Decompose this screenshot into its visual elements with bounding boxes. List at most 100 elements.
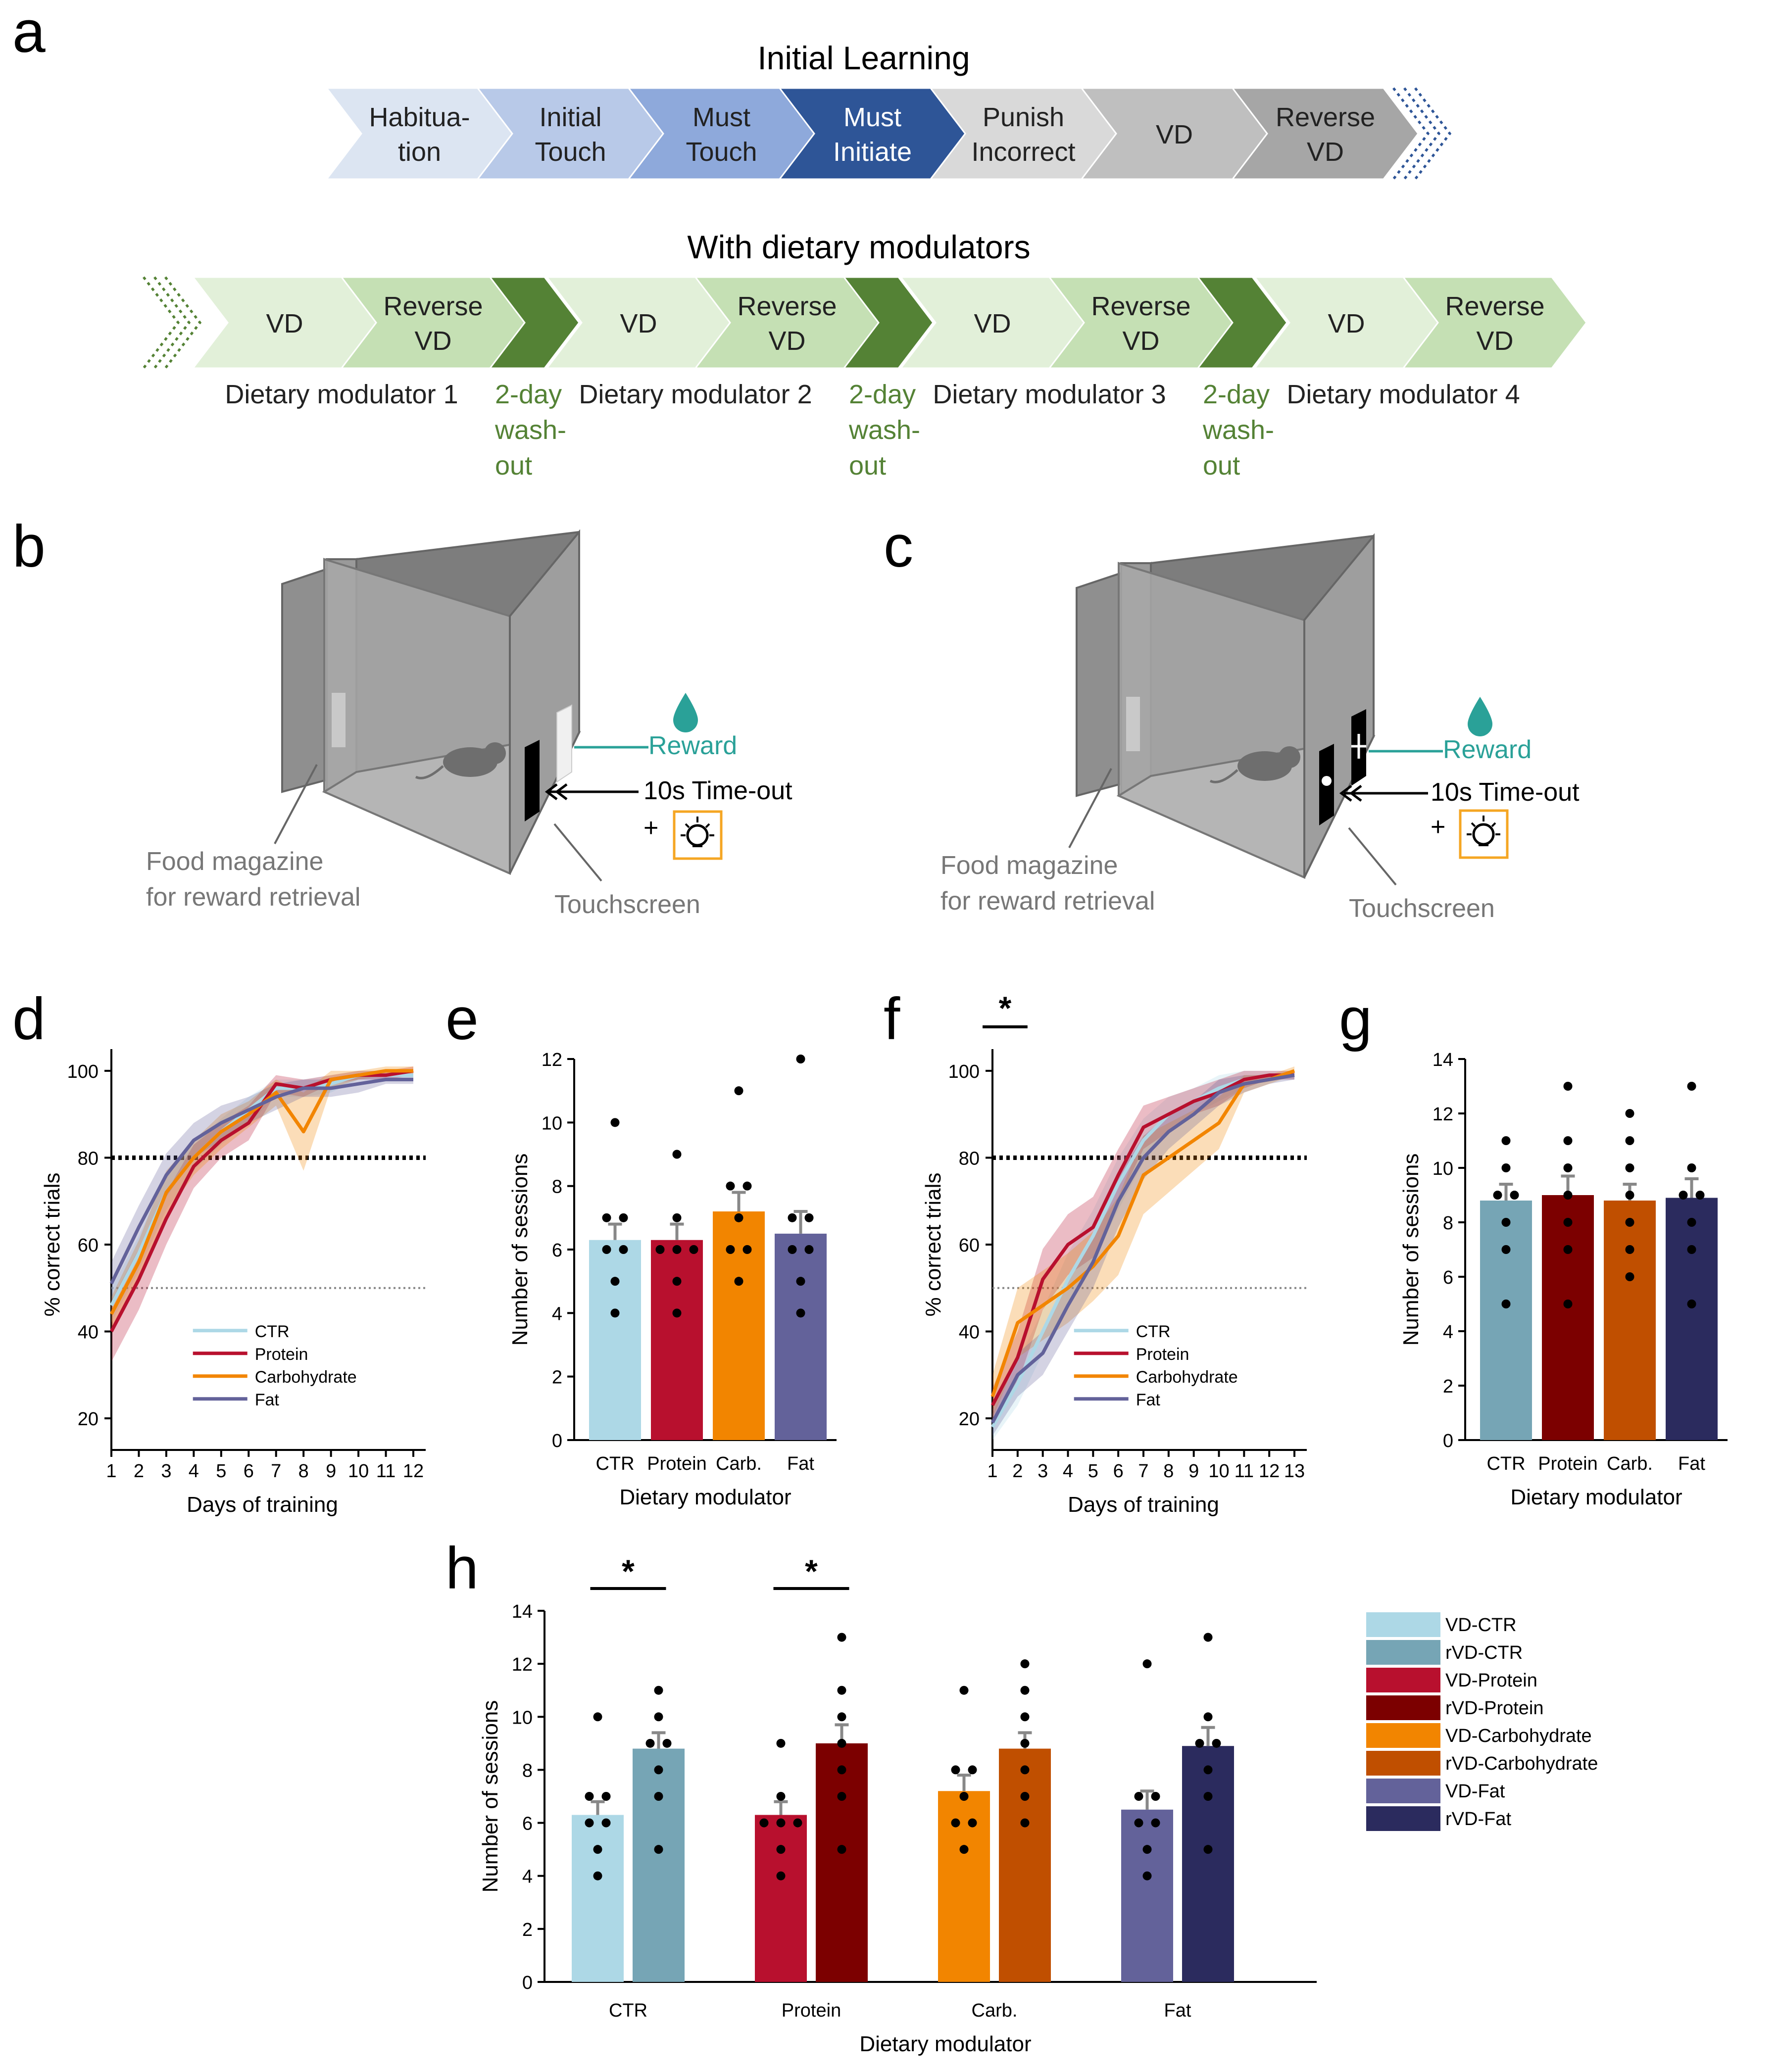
bar-vd-carb (938, 1791, 990, 1982)
bar-carb (713, 1211, 765, 1440)
data-point (645, 1738, 655, 1748)
data-point (654, 1845, 663, 1854)
y-tick-label: 6 (1443, 1267, 1453, 1288)
panel-label-d: d (12, 986, 46, 1052)
data-point (1203, 1792, 1213, 1801)
data-point (1625, 1272, 1634, 1281)
data-point (1625, 1218, 1634, 1227)
washout-label: 2-day (1203, 380, 1270, 409)
data-point (734, 1277, 743, 1286)
timeout-arrow-icon (1339, 785, 1362, 802)
data-point (1563, 1245, 1573, 1254)
touchscreen-label: Touchscreen (554, 890, 700, 919)
y-tick-label: 2 (522, 1920, 533, 1940)
x-tick-label: 4 (1063, 1461, 1073, 1482)
y-axis-label: % correct trials (921, 1173, 945, 1317)
data-point (1020, 1818, 1030, 1828)
data-point (776, 1792, 786, 1801)
x-tick-label: Carb. (972, 2000, 1018, 2021)
data-point (1151, 1818, 1160, 1828)
data-point (1203, 1845, 1213, 1854)
data-point (1625, 1245, 1634, 1254)
data-point (1625, 1191, 1634, 1200)
y-tick-label: 4 (522, 1867, 533, 1887)
mouse-tail (415, 765, 444, 779)
x-tick-label: 10 (348, 1461, 369, 1482)
x-tick-label: 5 (216, 1461, 226, 1482)
flower-icon (1322, 776, 1332, 786)
timeout-label: 10s Time-out (1431, 778, 1580, 807)
data-point (654, 1712, 663, 1722)
continuation-dotted-chevron (1392, 87, 1430, 180)
legend-label: rVD-Protein (1445, 1698, 1544, 1719)
y-tick-label: 6 (522, 1814, 533, 1834)
x-tick-label: 10 (1208, 1461, 1229, 1482)
data-point (1695, 1191, 1705, 1200)
food-magazine-label-line2: for reward retrieval (146, 883, 360, 912)
initial-step-label: Touch (535, 137, 606, 167)
y-axis-label: Number of sessions (478, 1700, 502, 1893)
dietary-start-dotted-chevron (164, 276, 202, 369)
sem-band-fat (111, 1075, 413, 1305)
data-point (951, 1818, 960, 1828)
data-point (619, 1213, 628, 1222)
dietary-modulators-title: With dietary modulators (687, 229, 1030, 265)
dietary-vd-label: VD (974, 309, 1011, 338)
plus-sign: + (643, 814, 658, 842)
bar-fat (775, 1233, 827, 1440)
dietary-rvd-label: VD (768, 326, 805, 356)
x-tick-label: 3 (1038, 1461, 1048, 1482)
data-point (672, 1245, 682, 1254)
y-tick-label: 20 (78, 1409, 99, 1430)
data-point (1687, 1163, 1696, 1172)
y-tick-label: 10 (542, 1113, 562, 1134)
food-magazine-pointer (1068, 768, 1112, 848)
y-tick-label: 0 (552, 1431, 562, 1451)
y-tick-label: 10 (1433, 1158, 1453, 1179)
series-line-fat (990, 1073, 1295, 1424)
x-tick-label: Protein (647, 1453, 706, 1474)
x-tick-label: 9 (1188, 1461, 1199, 1482)
x-axis-label: Dietary modulator (1510, 1485, 1682, 1509)
dietary-rvd-label: VD (1476, 326, 1513, 356)
legend-swatch (1366, 1751, 1440, 1776)
data-point (1510, 1191, 1519, 1200)
legend-label-carbohydrate: Carbohydrate (1136, 1368, 1238, 1387)
washout-label: wash- (1202, 415, 1274, 445)
x-axis-label: Dietary modulator (619, 1485, 791, 1509)
y-tick-label: 80 (959, 1148, 980, 1169)
mouse-head (1279, 746, 1300, 768)
data-point (1501, 1300, 1511, 1308)
y-tick-label: 12 (512, 1654, 533, 1675)
x-tick-label: 11 (1235, 1461, 1254, 1482)
panel-label-g: g (1339, 986, 1372, 1052)
x-tick-label: Carb. (1607, 1453, 1653, 1474)
mouse-icon (1237, 751, 1292, 781)
sem-band-carbohydrate (111, 1066, 413, 1332)
data-point (601, 1818, 611, 1828)
y-axis-label: Number of sessions (1399, 1154, 1423, 1346)
x-tick-label: 2 (134, 1461, 144, 1482)
continuation-dotted-chevron (1414, 87, 1452, 180)
data-point (793, 1818, 802, 1828)
legend-label: VD-Protein (1445, 1670, 1537, 1691)
data-point (1687, 1300, 1696, 1308)
y-tick-label: 100 (948, 1061, 980, 1082)
y-tick-label: 14 (512, 1601, 533, 1622)
food-magazine-label-line1: Food magazine (146, 847, 323, 876)
data-point (788, 1213, 797, 1222)
initial-step-label: Initial (539, 102, 601, 132)
y-tick-label: 0 (1443, 1431, 1453, 1451)
initial-step-label: Habitua- (369, 102, 470, 132)
data-point (1625, 1163, 1634, 1172)
data-point (837, 1792, 846, 1801)
data-point (1625, 1109, 1634, 1118)
data-point (1020, 1738, 1030, 1748)
data-point (1625, 1136, 1634, 1145)
y-tick-label: 80 (78, 1148, 99, 1169)
x-tick-label: Carb. (716, 1453, 762, 1474)
data-point (837, 1738, 846, 1748)
data-point (968, 1818, 977, 1828)
